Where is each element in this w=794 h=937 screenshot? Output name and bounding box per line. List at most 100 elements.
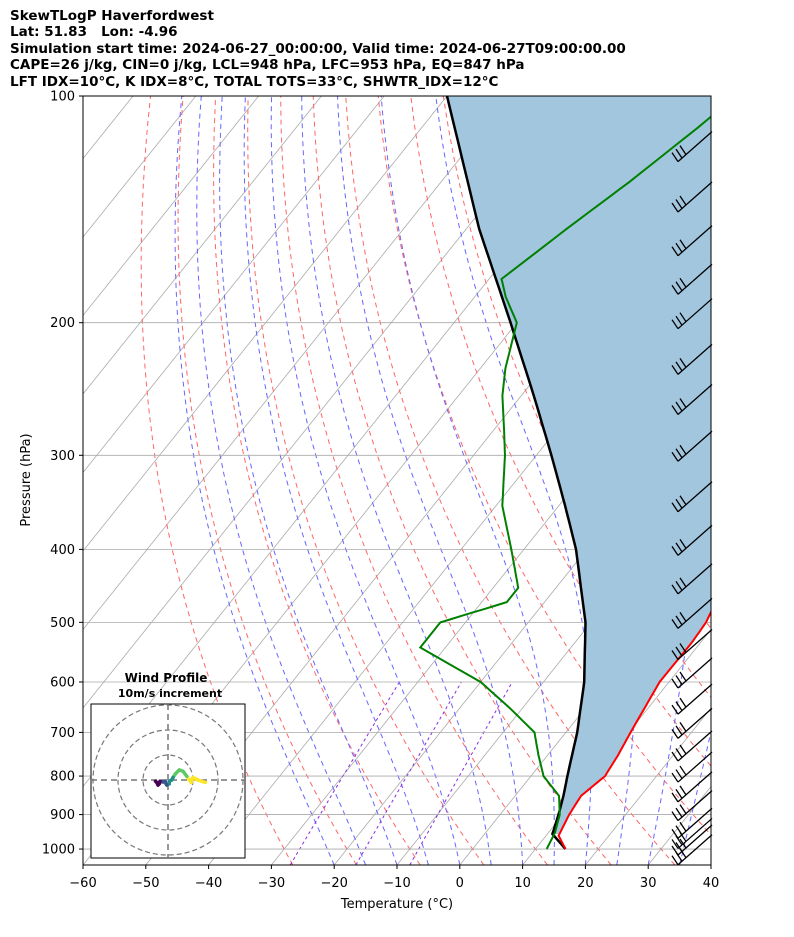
- chart-header: SkewTLogP Haverfordwest Lat: 51.83 Lon: -…: [10, 8, 626, 90]
- x-tick-label: −30: [258, 876, 285, 891]
- wind-profile-inset: Wind Profile 10m/s increment: [90, 671, 246, 859]
- x-tick-label: 20: [577, 876, 594, 891]
- wind-barb: [671, 263, 713, 295]
- isotherm: [83, 96, 197, 238]
- x-tick-label: 40: [703, 876, 720, 891]
- x-axis-label: Temperature (°C): [340, 897, 453, 912]
- moist-adiabat: [301, 96, 492, 865]
- temperature-line: [557, 609, 711, 850]
- y-tick-label: 700: [50, 726, 75, 741]
- dry-adiabat: [703, 96, 711, 117]
- dry-adiabat: [442, 96, 711, 699]
- y-tick-label: 800: [50, 770, 75, 785]
- wind-barb: [671, 524, 713, 556]
- wind-barb: [671, 430, 713, 462]
- wind-barb: [671, 131, 713, 163]
- location-line: Lat: 51.83 Lon: -4.96: [10, 24, 178, 41]
- wind-barb: [671, 817, 713, 849]
- wind-barbs: [671, 131, 713, 866]
- y-tick-label: 200: [50, 316, 75, 331]
- isotherm: [83, 96, 322, 395]
- isotherm: [0, 96, 70, 865]
- cape-line: CAPE=26 j/kg, CIN=0 j/kg, LCL=948 hPa, L…: [10, 57, 525, 74]
- wind-barb: [671, 751, 713, 783]
- inset-subtitle: 10m/s increment: [118, 687, 222, 700]
- y-tick-label: 900: [50, 808, 75, 823]
- wind-barb: [671, 563, 713, 595]
- time-line: Simulation start time: 2024-06-27_00:00:…: [10, 40, 626, 57]
- mixing-ratio-line: [355, 681, 462, 865]
- hodograph-segment: [153, 779, 159, 785]
- x-tick-label: 10: [514, 876, 531, 891]
- dry-adiabat: [769, 96, 794, 865]
- mixing-ratio-line: [289, 681, 400, 865]
- profiles: [418, 96, 711, 850]
- wind-barb: [671, 225, 713, 257]
- isotherm: [774, 96, 794, 865]
- isotherm: [83, 96, 511, 631]
- isotherm: [710, 864, 711, 865]
- dry-adiabat: [177, 96, 357, 865]
- wind-barb: [671, 298, 713, 330]
- moist-adiabat: [243, 96, 429, 865]
- y-tick-label: 600: [50, 675, 75, 690]
- isotherm: [83, 96, 385, 474]
- x-tick-label: 0: [456, 876, 464, 891]
- wind-barb: [671, 790, 713, 822]
- isotherm: [459, 550, 711, 865]
- x-tick-label: −50: [132, 876, 159, 891]
- wind-barb: [671, 771, 713, 803]
- wind-barb: [671, 683, 713, 715]
- dry-adiabat: [410, 96, 711, 767]
- isotherm: [585, 707, 711, 865]
- wind-barb: [671, 481, 713, 513]
- x-tick-label: 30: [640, 876, 657, 891]
- mixing-ratio-line: [409, 681, 513, 865]
- y-tick-label: 500: [50, 616, 75, 631]
- y-tick-label: 400: [50, 543, 75, 558]
- wind-barb: [671, 384, 713, 415]
- inset-title: Wind Profile: [125, 671, 208, 685]
- index-line: LFT IDX=10°C, K IDX=8°C, TOTAL TOTS=33°C…: [10, 73, 499, 90]
- x-tick-label: −40: [195, 876, 222, 891]
- dry-adiabat: [312, 96, 612, 865]
- x-tick-label: −10: [383, 876, 410, 891]
- dewpoint-line: [418, 115, 711, 850]
- dry-adiabat: [736, 96, 794, 865]
- moist-adiabat: [174, 96, 335, 865]
- moist-adiabat: [337, 96, 524, 865]
- dry-adiabat: [345, 96, 676, 865]
- y-axis-label: Pressure (hPa): [19, 433, 34, 526]
- moist-adiabat: [196, 96, 367, 865]
- wind-barb: [671, 629, 713, 661]
- isotherm: [83, 96, 259, 317]
- moist-adiabat: [435, 96, 593, 865]
- wind-barb: [671, 597, 713, 629]
- wind-barb: [671, 343, 713, 375]
- wind-barb: [671, 657, 713, 689]
- cape-shading: [447, 96, 711, 834]
- y-tick-label: 300: [50, 449, 75, 464]
- x-tick-label: −20: [320, 876, 347, 891]
- wind-barb: [671, 834, 713, 866]
- dry-adiabat: [247, 96, 485, 865]
- wind-barb: [671, 181, 713, 213]
- moist-adiabat: [679, 729, 711, 865]
- isotherm: [83, 96, 573, 709]
- wind-barb: [671, 730, 713, 762]
- y-tick-label: 1000: [42, 843, 75, 858]
- moist-adiabat: [219, 96, 398, 865]
- chart-title: SkewTLogP Haverfordwest: [10, 8, 214, 24]
- wind-barb: [671, 707, 713, 739]
- moist-adiabat: [270, 96, 461, 865]
- x-tick-label: −60: [69, 876, 96, 891]
- moist-adiabat: [380, 96, 555, 865]
- dry-adiabat: [280, 96, 548, 865]
- y-axis: 100 200 300 400 500 600 700 800 900 1000: [42, 90, 83, 858]
- moist-adiabat: [710, 862, 711, 865]
- x-axis: −60 −50 −40 −30 −20 −10 0 10 20 30 40: [69, 865, 719, 891]
- dry-adiabat: [377, 96, 711, 836]
- y-tick-label: 100: [50, 90, 75, 105]
- isotherm: [83, 96, 448, 552]
